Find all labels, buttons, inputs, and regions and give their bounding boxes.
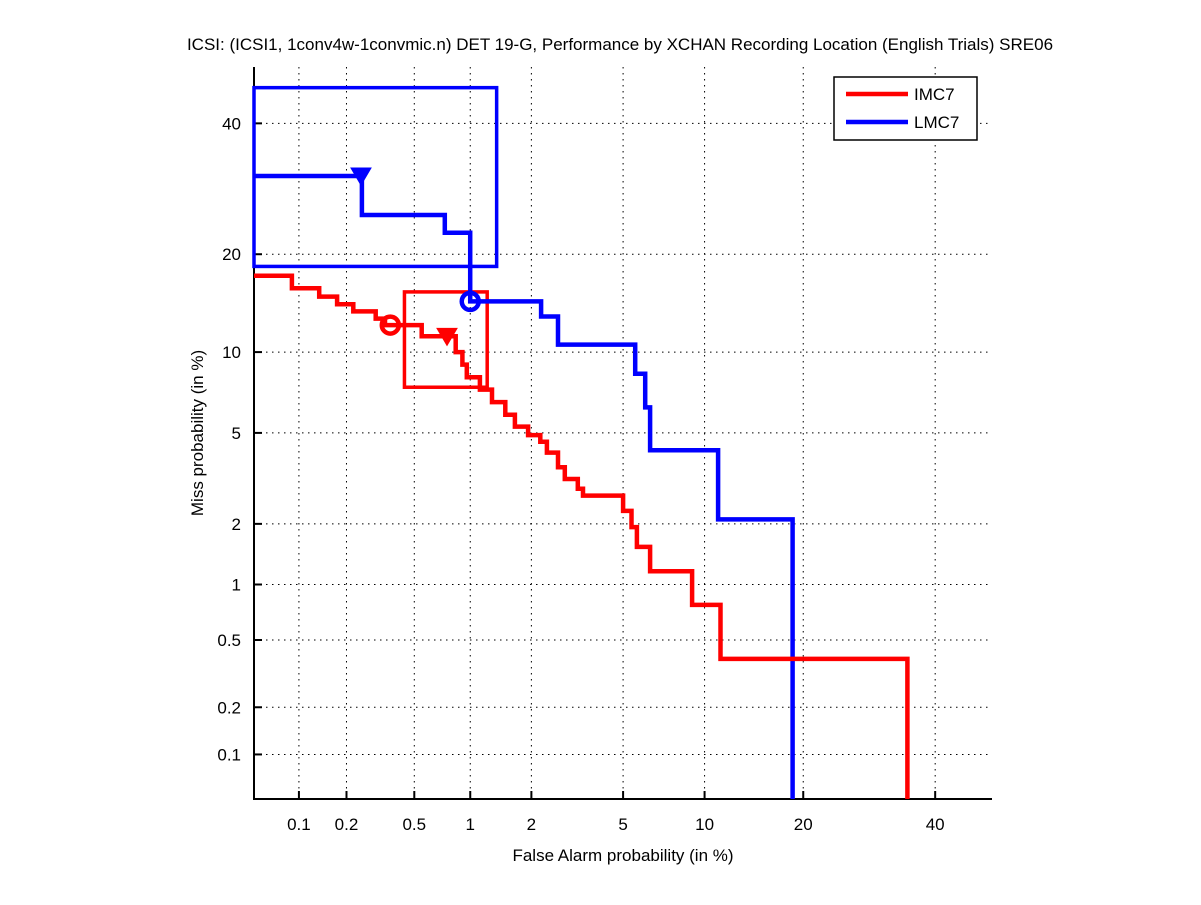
- y-tick-label: 1: [232, 576, 241, 595]
- det-curve-imc7: [254, 273, 910, 799]
- y-tick-label: 2: [232, 515, 241, 534]
- marker-triangle-down-imc7: [436, 327, 458, 347]
- y-tick-label: 40: [222, 114, 241, 133]
- x-tick-label: 40: [926, 815, 945, 834]
- x-tick-label: 1: [466, 815, 475, 834]
- confidence-box-imc7: [402, 290, 489, 389]
- y-tick-label: 0.2: [217, 698, 241, 717]
- x-tick-label: 0.2: [335, 815, 359, 834]
- chart-title: ICSI: (ICSI1, 1conv4w-1convmic.n) DET 19…: [187, 35, 1053, 54]
- marker-circle-lmc7: [459, 290, 481, 313]
- y-tick-label: 5: [232, 424, 241, 443]
- marker-triangle-down-lmc7: [350, 167, 372, 187]
- x-tick-label: 2: [527, 815, 536, 834]
- tick-labels: 0.1 0.2 0.5 1 2 5 10 20 40 40 20 10 5 2 1 0.5 0.2 0.1: [217, 114, 944, 834]
- x-axis-label: False Alarm probability (in %): [512, 846, 733, 865]
- y-tick-label: 10: [222, 343, 241, 362]
- y-tick-label: 0.5: [217, 631, 241, 650]
- y-tick-label: 0.1: [217, 745, 241, 764]
- det-curves: [252, 85, 910, 799]
- y-tick-label: 20: [222, 245, 241, 264]
- legend-label-lmc7: LMC7: [914, 113, 959, 132]
- y-axis-label: Miss probability (in %): [188, 350, 207, 516]
- x-tick-label: 5: [618, 815, 627, 834]
- x-tick-label: 0.1: [287, 815, 311, 834]
- marker-circle-imc7: [379, 314, 402, 336]
- x-tick-label: 10: [695, 815, 714, 834]
- legend-label-imc7: IMC7: [914, 85, 955, 104]
- x-tick-label: 0.5: [402, 815, 426, 834]
- legend-box: [833, 76, 978, 141]
- det-curve-lmc7: [254, 173, 795, 799]
- legend: IMC7 LMC7: [833, 76, 978, 141]
- x-tick-label: 20: [794, 815, 813, 834]
